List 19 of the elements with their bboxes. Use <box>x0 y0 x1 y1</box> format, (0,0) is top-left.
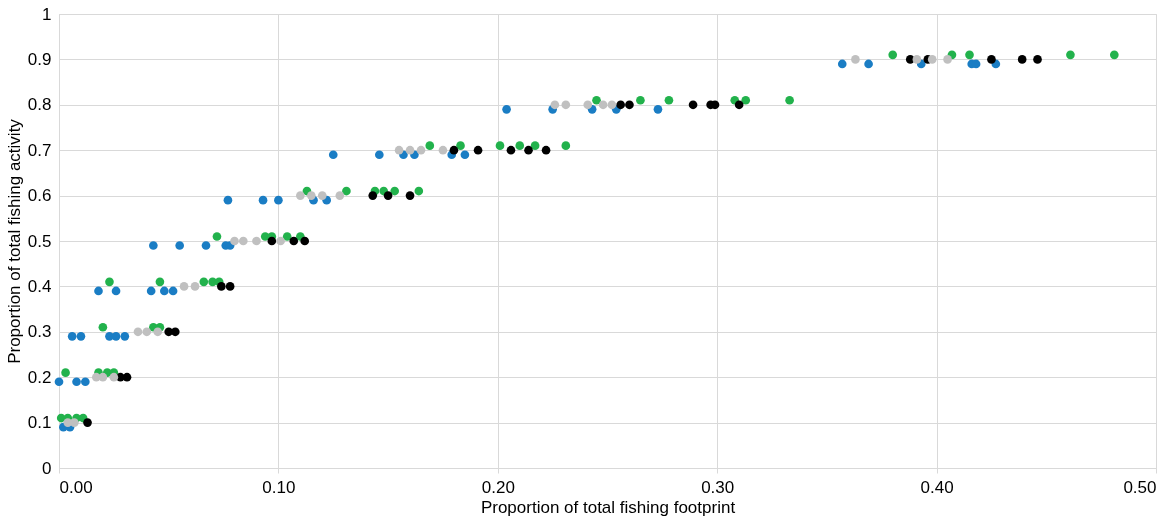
y-tick-label: 1 <box>42 4 52 24</box>
y-tick-label: 0.6 <box>27 186 52 206</box>
y-tick-label: 0.7 <box>27 140 52 160</box>
x-tick-label: 0.50 <box>1123 477 1157 497</box>
y-tick-label: 0.8 <box>27 95 52 115</box>
y-tick-label: 0.5 <box>27 231 52 251</box>
y-tick-label: 0.1 <box>27 413 52 433</box>
x-axis-title: Proportion of total fishing footprint <box>480 497 736 517</box>
y-tick-label: 0.2 <box>27 367 52 387</box>
x-tick-label: 0.30 <box>701 477 735 497</box>
y-tick-label: 0.9 <box>27 49 52 69</box>
x-tick-label: 0.20 <box>481 477 515 497</box>
y-tick-label: 0.4 <box>27 276 52 296</box>
y-axis-title: Proportion of total fishing activity <box>4 118 24 364</box>
x-tick-label: 0.10 <box>262 477 296 497</box>
y-tick-label: 0 <box>42 458 52 478</box>
y-tick-label: 0.3 <box>27 322 52 342</box>
x-tick-label: 0.00 <box>59 477 93 497</box>
x-tick-label: 0.40 <box>920 477 954 497</box>
